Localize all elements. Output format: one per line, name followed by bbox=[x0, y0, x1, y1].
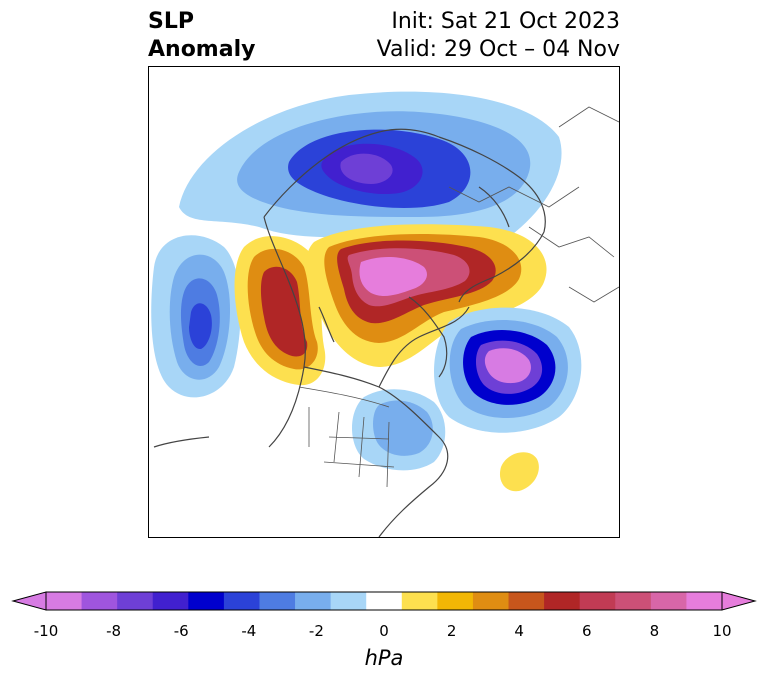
colorbar bbox=[11, 591, 757, 611]
colorbar-tick-label: -6 bbox=[173, 622, 189, 640]
country-borders bbox=[298, 106, 619, 488]
negative-center-north-pacific bbox=[189, 303, 212, 350]
colorbar-tick-label: 4 bbox=[514, 622, 524, 640]
colorbar-segment bbox=[117, 592, 154, 610]
slp-anomaly-map bbox=[151, 91, 619, 537]
colorbar-outline bbox=[45, 591, 723, 611]
negative-center-north bbox=[340, 153, 393, 184]
colorbar-segment bbox=[366, 592, 403, 610]
colorbar-segment bbox=[295, 592, 332, 610]
positive-center-arctic bbox=[359, 256, 427, 296]
coastlines bbox=[153, 128, 546, 537]
title-line-slp: SLP bbox=[148, 9, 194, 34]
colorbar-tick-label: -10 bbox=[33, 622, 59, 640]
init-date-label: Init: Sat 21 Oct 2023 bbox=[391, 9, 620, 34]
colorbar-segment bbox=[188, 592, 225, 610]
colorbar-tick-labels: -10 -8 -6 -4 -2 0 2 4 6 8 10 bbox=[0, 622, 768, 642]
colorbar-unit-label: hPa bbox=[364, 646, 404, 670]
colorbar-segment bbox=[508, 592, 545, 610]
colorbar-segment bbox=[259, 592, 296, 610]
colorbar-over-triangle bbox=[721, 591, 757, 611]
colorbar-tick-label: -2 bbox=[308, 622, 324, 640]
colorbar-tick-label: 10 bbox=[712, 622, 732, 640]
colorbar-tick-label: 8 bbox=[649, 622, 660, 640]
positive-center-atlantic-small bbox=[499, 452, 539, 492]
negative-center-north-atlantic bbox=[484, 348, 531, 384]
title-line-anomaly: Anomaly bbox=[148, 37, 256, 62]
negative-anomaly-east-canada-mid bbox=[373, 400, 433, 456]
map-panel bbox=[148, 66, 620, 538]
colorbar-tick-label: 2 bbox=[446, 622, 457, 640]
colorbar-segments bbox=[46, 592, 723, 610]
colorbar-segment bbox=[579, 592, 616, 610]
colorbar-segment bbox=[401, 592, 438, 610]
colorbar-tick-label: -8 bbox=[106, 622, 122, 640]
valid-range-label: Valid: 29 Oct – 04 Nov bbox=[376, 37, 620, 62]
colorbar-segment bbox=[437, 592, 474, 610]
colorbar-segment bbox=[472, 592, 510, 610]
colorbar-segment bbox=[223, 592, 260, 610]
colorbar-segment bbox=[544, 592, 581, 610]
colorbar-tick-label: -4 bbox=[241, 622, 257, 640]
colorbar-under-triangle bbox=[11, 591, 47, 611]
colorbar-segment bbox=[686, 592, 723, 610]
map-title-left: SLP Anomaly bbox=[148, 8, 255, 64]
colorbar-segment bbox=[615, 592, 652, 610]
colorbar-segment bbox=[650, 592, 687, 610]
colorbar-segment bbox=[152, 592, 189, 610]
positive-center-west-coast bbox=[260, 266, 308, 357]
colorbar-segment bbox=[330, 592, 367, 610]
colorbar-tick-label: 0 bbox=[379, 622, 389, 640]
colorbar-tick-label: 6 bbox=[582, 622, 592, 640]
colorbar-segment bbox=[81, 592, 118, 610]
colorbar-segment bbox=[46, 592, 83, 610]
map-title-right: Init: Sat 21 Oct 2023 Valid: 29 Oct – 04… bbox=[377, 8, 620, 64]
